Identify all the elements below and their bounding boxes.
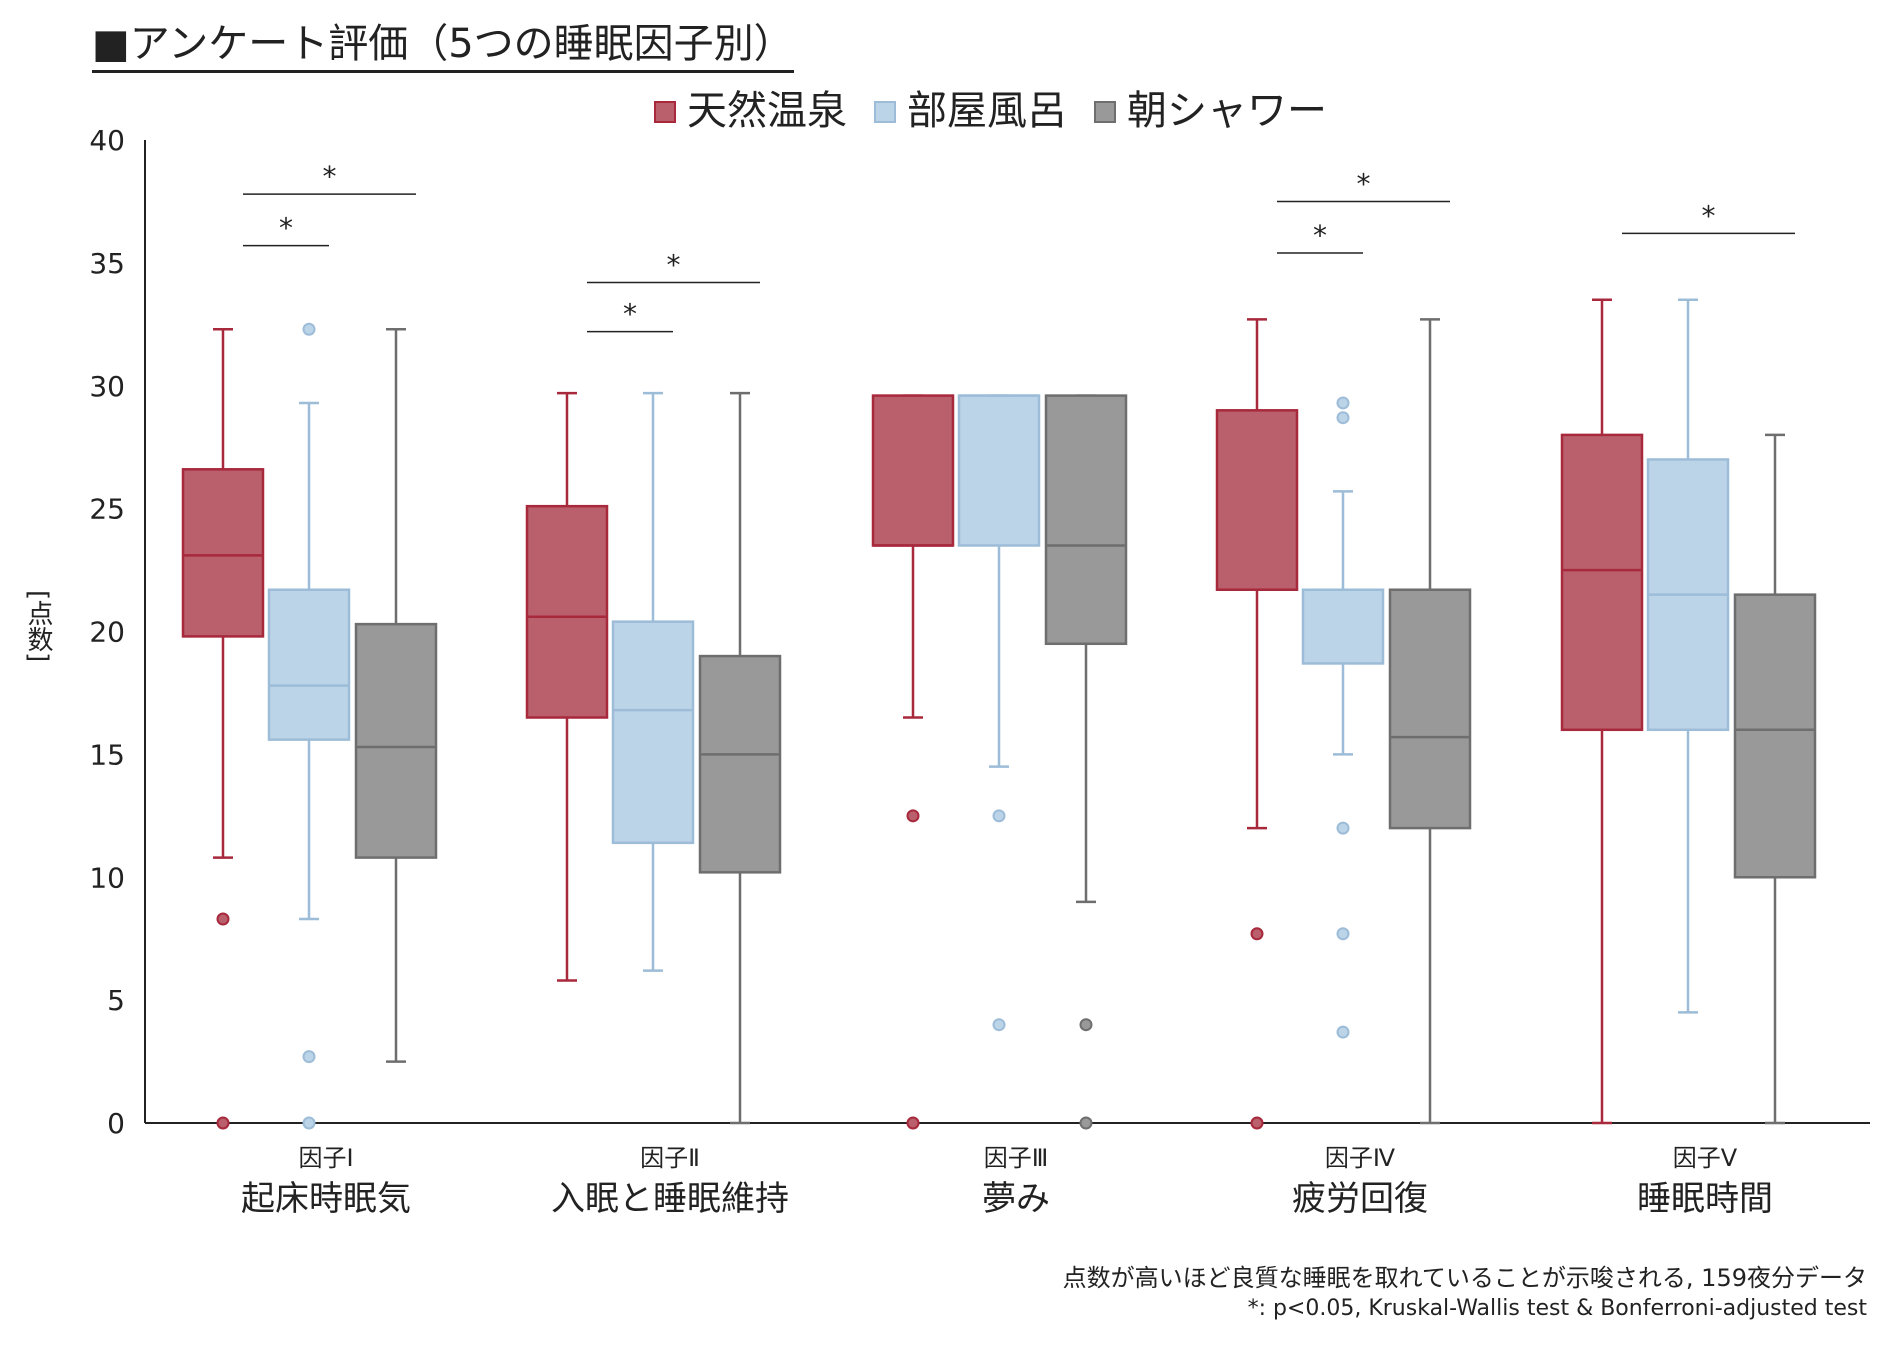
legend-label: 朝シャワー	[1127, 88, 1327, 134]
y-axis-label: [点数]	[23, 590, 53, 663]
y-tick-label: 25	[89, 493, 125, 526]
outlier-point	[302, 322, 316, 336]
significance-marker: *	[279, 212, 293, 245]
box-iqr	[1301, 588, 1385, 665]
significance-marker: *	[1313, 219, 1327, 252]
legend-swatch	[654, 101, 676, 123]
y-tick-label: 10	[89, 861, 125, 894]
footnote-description: 点数が高いほど良質な睡眠を取れていることが示唆される, 159夜分データ	[1062, 1264, 1867, 1292]
box-iqr	[698, 654, 782, 874]
significance-marker: *	[623, 298, 637, 331]
outlier-point	[906, 1116, 920, 1130]
category-factor-label: 因子Ⅰ	[298, 1144, 353, 1172]
outlier-point	[992, 1018, 1006, 1032]
y-tick-label: 35	[89, 247, 125, 280]
category-label: 疲労回復	[1292, 1179, 1428, 1219]
box-iqr	[871, 394, 955, 547]
box-iqr	[1044, 394, 1128, 646]
category-factor-label: 因子Ⅳ	[1325, 1144, 1395, 1172]
y-tick-label: 20	[89, 616, 125, 649]
outlier-point	[302, 1050, 316, 1064]
y-tick-label: 0	[107, 1107, 125, 1140]
box-iqr	[267, 588, 351, 741]
outlier-point	[1079, 1018, 1093, 1032]
box-iqr	[354, 622, 438, 859]
category-factor-label: 因子Ⅴ	[1673, 1144, 1738, 1172]
box-iqr	[611, 620, 695, 845]
outlier-point	[906, 809, 920, 823]
box-iqr	[957, 394, 1041, 547]
outlier-point	[216, 1116, 230, 1130]
box-iqr	[181, 468, 265, 638]
outlier-point	[1336, 821, 1350, 835]
y-tick-label: 30	[89, 370, 125, 403]
outlier-point	[1336, 1025, 1350, 1039]
box-iqr	[525, 504, 609, 719]
outlier-point	[1250, 927, 1264, 941]
outlier-point	[1336, 411, 1350, 425]
legend-label: 天然温泉	[687, 88, 847, 134]
category-label: 起床時眠気	[241, 1179, 411, 1219]
legend-label: 部屋風呂	[907, 88, 1067, 134]
outlier-point	[302, 1116, 316, 1130]
significance-marker: *	[1702, 199, 1716, 232]
category-label: 睡眠時間	[1637, 1179, 1773, 1219]
category-factor-label: 因子Ⅱ	[640, 1144, 700, 1172]
box-iqr	[1215, 409, 1299, 591]
category-label: 夢み	[982, 1179, 1050, 1219]
outlier-point	[992, 809, 1006, 823]
outlier-point	[1250, 1116, 1264, 1130]
category-label: 入眠と睡眠維持	[551, 1179, 789, 1219]
outlier-point	[1079, 1116, 1093, 1130]
significance-marker: *	[323, 160, 337, 193]
significance-marker: *	[1357, 167, 1371, 200]
box-iqr	[1560, 433, 1644, 732]
box-iqr	[1388, 588, 1472, 830]
page-title: ■アンケート評価（5つの睡眠因子別）	[92, 20, 794, 73]
significance-marker: *	[667, 249, 681, 282]
y-tick-label: 40	[89, 124, 125, 157]
outlier-point	[216, 912, 230, 926]
outlier-point	[1336, 396, 1350, 410]
box-iqr	[1733, 593, 1817, 879]
y-tick-label: 15	[89, 738, 125, 771]
legend-swatch	[874, 101, 896, 123]
outlier-point	[1336, 927, 1350, 941]
y-tick-label: 5	[107, 984, 125, 1017]
footnote-significance: *: p<0.05, Kruskal-Wallis test & Bonferr…	[1247, 1296, 1867, 1321]
category-factor-label: 因子Ⅲ	[984, 1144, 1049, 1172]
legend-swatch	[1094, 101, 1116, 123]
